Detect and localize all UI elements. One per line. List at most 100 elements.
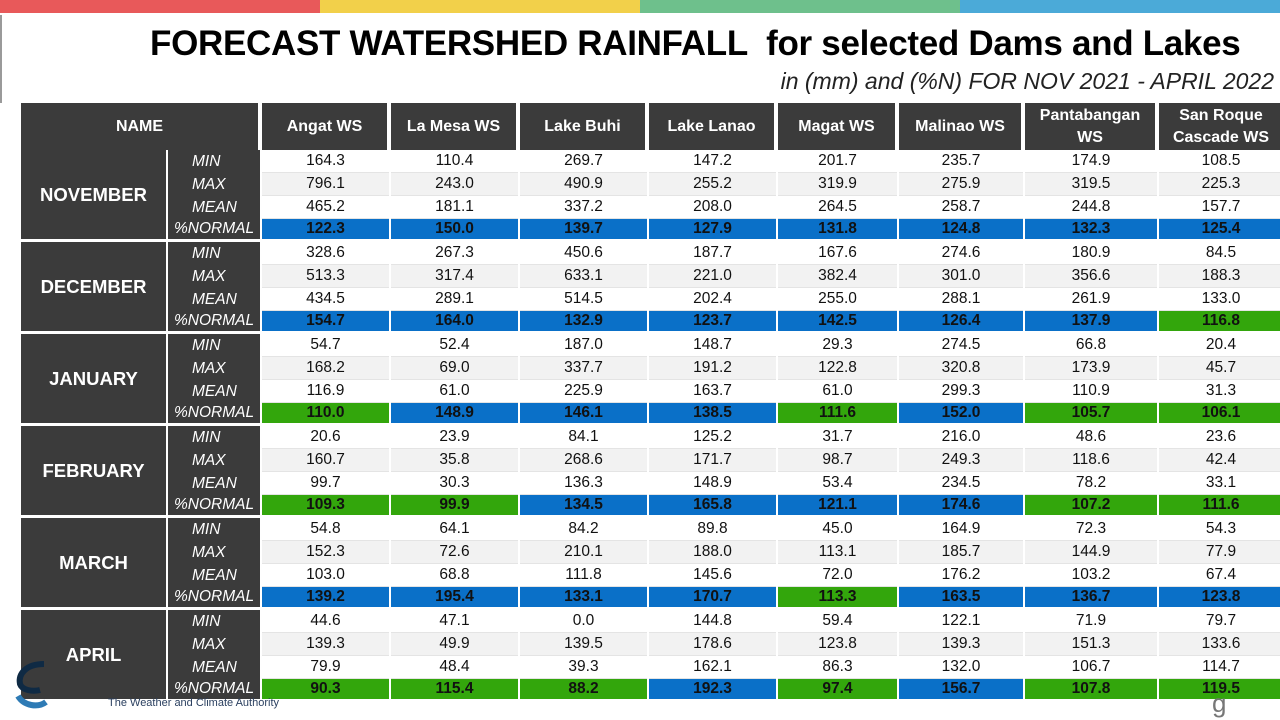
rainfall-value-cell: 123.8 <box>778 633 897 656</box>
rainfall-value-cell: 113.1 <box>778 541 897 564</box>
rainfall-value-cell: 201.7 <box>778 150 897 173</box>
normal-percent-cell: 170.7 <box>649 587 776 610</box>
top-bar-segment-green <box>640 0 960 13</box>
rainfall-value-cell: 225.3 <box>1159 173 1280 196</box>
stat-label: %NORMAL <box>168 679 260 702</box>
rainfall-value-cell: 67.4 <box>1159 564 1280 587</box>
rainfall-value-cell: 79.7 <box>1159 610 1280 633</box>
rainfall-value-cell: 450.6 <box>520 242 647 265</box>
rainfall-value-cell: 103.2 <box>1025 564 1157 587</box>
rainfall-value-cell: 490.9 <box>520 173 647 196</box>
rainfall-value-cell: 337.7 <box>520 357 647 380</box>
rainfall-value-cell: 99.7 <box>262 472 389 495</box>
rainfall-value-cell: 275.9 <box>899 173 1023 196</box>
rainfall-value-cell: 163.7 <box>649 380 776 403</box>
rainfall-value-cell: 160.7 <box>262 449 389 472</box>
rainfall-value-cell: 187.0 <box>520 334 647 357</box>
rainfall-value-cell: 328.6 <box>262 242 389 265</box>
rainfall-value-cell: 0.0 <box>520 610 647 633</box>
normal-percent-cell: 148.9 <box>391 403 518 426</box>
normal-percent-cell: 113.3 <box>778 587 897 610</box>
rainfall-value-cell: 162.1 <box>649 656 776 679</box>
rainfall-value-cell: 317.4 <box>391 265 518 288</box>
rainfall-value-cell: 64.1 <box>391 518 518 541</box>
rainfall-value-cell: 188.3 <box>1159 265 1280 288</box>
rainfall-value-cell: 78.2 <box>1025 472 1157 495</box>
stat-label: MIN <box>168 334 260 357</box>
rainfall-value-cell: 356.6 <box>1025 265 1157 288</box>
normal-percent-cell: 152.0 <box>899 403 1023 426</box>
rainfall-value-cell: 168.2 <box>262 357 389 380</box>
rainfall-value-cell: 139.3 <box>899 633 1023 656</box>
rainfall-value-cell: 110.9 <box>1025 380 1157 403</box>
normal-percent-cell: 97.4 <box>778 679 897 702</box>
rainfall-value-cell: 71.9 <box>1025 610 1157 633</box>
footer-text: The Weather and Climate Authority <box>108 697 279 709</box>
rainfall-value-cell: 39.3 <box>520 656 647 679</box>
rainfall-value-cell: 382.4 <box>778 265 897 288</box>
rainfall-table: NAME Angat WS La Mesa WS Lake Buhi Lake … <box>21 103 1280 704</box>
rainfall-value-cell: 633.1 <box>520 265 647 288</box>
normal-percent-cell: 111.6 <box>1159 495 1280 518</box>
stat-label: MIN <box>168 242 260 265</box>
rainfall-value-cell: 320.8 <box>899 357 1023 380</box>
rainfall-value-cell: 20.6 <box>262 426 389 449</box>
name-column-header: NAME <box>21 103 260 150</box>
top-bar-segment-red <box>0 0 320 13</box>
normal-percent-cell: 111.6 <box>778 403 897 426</box>
normal-percent-cell: 134.5 <box>520 495 647 518</box>
rainfall-value-cell: 144.8 <box>649 610 776 633</box>
stat-label: MEAN <box>168 380 260 403</box>
rainfall-value-cell: 319.5 <box>1025 173 1157 196</box>
rainfall-value-cell: 514.5 <box>520 288 647 311</box>
rainfall-value-cell: 244.8 <box>1025 196 1157 219</box>
normal-percent-cell: 156.7 <box>899 679 1023 702</box>
rainfall-value-cell: 299.3 <box>899 380 1023 403</box>
rainfall-value-cell: 66.8 <box>1025 334 1157 357</box>
top-color-bar <box>0 0 1280 13</box>
rainfall-value-cell: 176.2 <box>899 564 1023 587</box>
rainfall-value-cell: 174.9 <box>1025 150 1157 173</box>
rainfall-value-cell: 133.6 <box>1159 633 1280 656</box>
rainfall-value-cell: 86.3 <box>778 656 897 679</box>
normal-percent-cell: 132.9 <box>520 311 647 334</box>
corner-logo-fragment: g <box>1212 688 1227 718</box>
rainfall-value-cell: 54.7 <box>262 334 389 357</box>
rainfall-value-cell: 69.0 <box>391 357 518 380</box>
stat-label: MEAN <box>168 564 260 587</box>
left-divider-line <box>0 15 2 103</box>
rainfall-value-cell: 274.5 <box>899 334 1023 357</box>
rainfall-value-cell: 513.3 <box>262 265 389 288</box>
normal-percent-cell: 154.7 <box>262 311 389 334</box>
rainfall-value-cell: 132.0 <box>899 656 1023 679</box>
month-label: NOVEMBER <box>21 150 166 242</box>
rainfall-value-cell: 465.2 <box>262 196 389 219</box>
rainfall-value-cell: 210.1 <box>520 541 647 564</box>
rainfall-value-cell: 255.0 <box>778 288 897 311</box>
column-header: Malinao WS <box>899 103 1023 150</box>
month-label: JANUARY <box>21 334 166 426</box>
rainfall-value-cell: 164.9 <box>899 518 1023 541</box>
stat-label: MEAN <box>168 196 260 219</box>
normal-percent-cell: 125.4 <box>1159 219 1280 242</box>
rainfall-value-cell: 122.8 <box>778 357 897 380</box>
normal-percent-cell: 192.3 <box>649 679 776 702</box>
rainfall-value-cell: 108.5 <box>1159 150 1280 173</box>
rainfall-value-cell: 23.6 <box>1159 426 1280 449</box>
rainfall-value-cell: 269.7 <box>520 150 647 173</box>
rainfall-value-cell: 84.2 <box>520 518 647 541</box>
rainfall-value-cell: 89.8 <box>649 518 776 541</box>
rainfall-value-cell: 319.9 <box>778 173 897 196</box>
normal-percent-cell: 115.4 <box>391 679 518 702</box>
rainfall-value-cell: 288.1 <box>899 288 1023 311</box>
column-header: Lake Buhi <box>520 103 647 150</box>
stat-label: MAX <box>168 633 260 656</box>
normal-percent-cell: 116.8 <box>1159 311 1280 334</box>
rainfall-value-cell: 61.0 <box>778 380 897 403</box>
rainfall-value-cell: 31.7 <box>778 426 897 449</box>
rainfall-value-cell: 147.2 <box>649 150 776 173</box>
stat-label: MAX <box>168 357 260 380</box>
rainfall-value-cell: 29.3 <box>778 334 897 357</box>
rainfall-value-cell: 148.9 <box>649 472 776 495</box>
normal-percent-cell: 122.3 <box>262 219 389 242</box>
